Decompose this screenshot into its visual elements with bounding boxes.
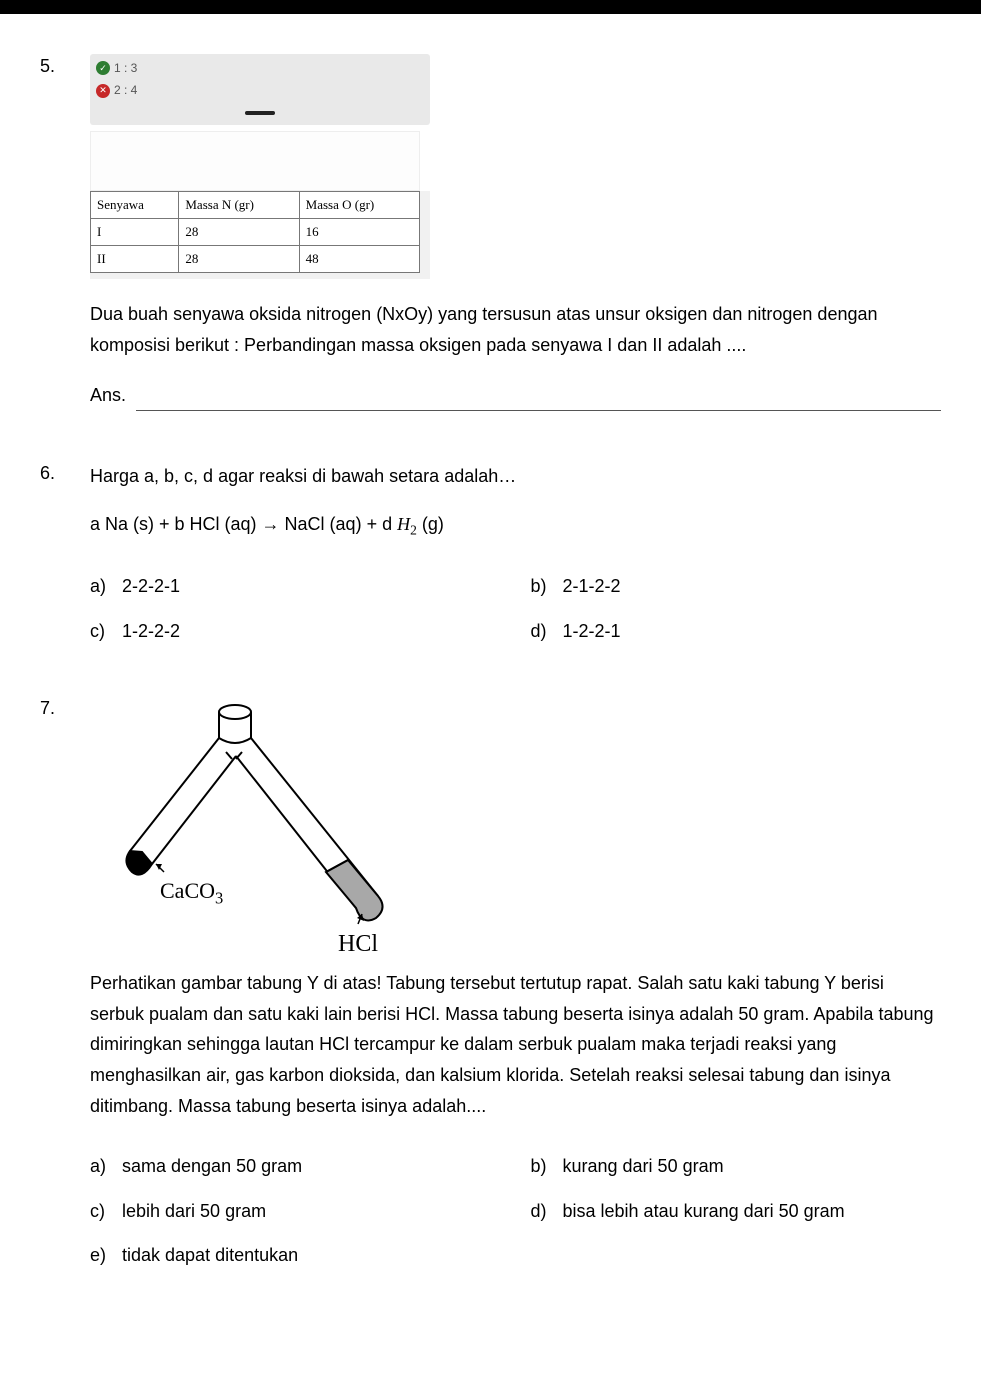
col-header: Senyawa — [91, 191, 179, 218]
option-letter: d) — [531, 616, 553, 647]
question-number: 5. — [40, 54, 90, 411]
cell: II — [91, 245, 179, 272]
option-text: kurang dari 50 gram — [563, 1151, 724, 1182]
table-row: II 28 48 — [91, 245, 420, 272]
option-c[interactable]: c) lebih dari 50 gram — [90, 1196, 501, 1227]
data-table-container: Senyawa Massa N (gr) Massa O (gr) I 28 1… — [90, 191, 430, 279]
table-header-row: Senyawa Massa N (gr) Massa O (gr) — [91, 191, 420, 218]
equation-h2-sub: 2 — [410, 523, 417, 538]
question-5: 5. ✓ 1 : 3 ✕ 2 : 4 — [40, 54, 941, 411]
options-grid: a) 2-2-2-1 b) 2-1-2-2 c) 1-2-2-2 d) 1-2-… — [90, 571, 941, 646]
answer-label: Ans. — [90, 380, 126, 411]
option-a[interactable]: a) sama dengan 50 gram — [90, 1151, 501, 1182]
option-text: 2-1-2-2 — [563, 571, 621, 602]
question-body: CaCO3 HCl Perhatikan gambar tabung Y di … — [90, 696, 941, 1271]
answer-pill-wrong: ✕ 2 : 4 — [96, 80, 416, 100]
question-text: Perhatikan gambar tabung Y di atas! Tabu… — [90, 968, 941, 1121]
col-header: Massa O (gr) — [299, 191, 419, 218]
top-black-bar — [0, 0, 981, 14]
y-tube-diagram: CaCO3 HCl — [90, 696, 410, 956]
y-tube-svg — [90, 696, 410, 956]
cell: 28 — [179, 218, 299, 245]
option-text: 1-2-2-2 — [122, 616, 180, 647]
label-caco3-text: CaCO — [160, 878, 215, 903]
answer-blank-line[interactable] — [136, 386, 941, 411]
option-text: lebih dari 50 gram — [122, 1196, 266, 1227]
options-grid: a) sama dengan 50 gram b) kurang dari 50… — [90, 1151, 941, 1271]
page-content: 5. ✓ 1 : 3 ✕ 2 : 4 — [0, 14, 981, 1351]
previous-answer-box: ✓ 1 : 3 ✕ 2 : 4 — [90, 54, 430, 125]
question-6: 6. Harga a, b, c, d agar reaksi di bawah… — [40, 461, 941, 646]
option-d[interactable]: d) bisa lebih atau kurang dari 50 gram — [531, 1196, 942, 1227]
option-letter: b) — [531, 571, 553, 602]
option-letter: e) — [90, 1240, 112, 1271]
option-text: tidak dapat ditentukan — [122, 1240, 298, 1271]
option-text: bisa lebih atau kurang dari 50 gram — [563, 1196, 845, 1227]
blank-panel — [90, 131, 420, 191]
cell: 28 — [179, 245, 299, 272]
table-row: I 28 16 — [91, 218, 420, 245]
pill-text: 2 : 4 — [114, 80, 137, 100]
question-number: 7. — [40, 696, 90, 1271]
label-caco3: CaCO3 — [160, 872, 223, 912]
label-caco3-sub: 3 — [215, 889, 223, 908]
answer-row: Ans. — [90, 380, 941, 411]
drag-handle-icon — [245, 111, 275, 115]
option-a[interactable]: a) 2-2-2-1 — [90, 571, 501, 602]
pill-text: 1 : 3 — [114, 58, 137, 78]
cross-icon: ✕ — [96, 84, 110, 98]
answer-pill-correct: ✓ 1 : 3 — [96, 58, 416, 78]
option-text: 1-2-2-1 — [563, 616, 621, 647]
option-letter: c) — [90, 616, 112, 647]
option-letter: d) — [531, 1196, 553, 1227]
option-b[interactable]: b) 2-1-2-2 — [531, 571, 942, 602]
check-icon: ✓ — [96, 61, 110, 75]
col-header: Massa N (gr) — [179, 191, 299, 218]
equation-pre: a Na (s) + b HCl (aq) → NaCl (aq) + d — [90, 514, 397, 534]
option-b[interactable]: b) kurang dari 50 gram — [531, 1151, 942, 1182]
option-letter: b) — [531, 1151, 553, 1182]
option-letter: c) — [90, 1196, 112, 1227]
option-e[interactable]: e) tidak dapat ditentukan — [90, 1240, 501, 1271]
label-hcl: HCl — [338, 924, 378, 965]
chemical-equation: a Na (s) + b HCl (aq) → NaCl (aq) + d H2… — [90, 509, 941, 543]
option-text: sama dengan 50 gram — [122, 1151, 302, 1182]
question-prompt: Harga a, b, c, d agar reaksi di bawah se… — [90, 461, 941, 492]
question-body: Harga a, b, c, d agar reaksi di bawah se… — [90, 461, 941, 646]
cell: I — [91, 218, 179, 245]
question-number: 6. — [40, 461, 90, 646]
compound-mass-table: Senyawa Massa N (gr) Massa O (gr) I 28 1… — [90, 191, 420, 273]
equation-h2: H — [397, 514, 410, 534]
question-body: ✓ 1 : 3 ✕ 2 : 4 Senyawa Massa N (gr) — [90, 54, 941, 411]
option-c[interactable]: c) 1-2-2-2 — [90, 616, 501, 647]
option-text: 2-2-2-1 — [122, 571, 180, 602]
option-letter: a) — [90, 571, 112, 602]
question-7: 7. — [40, 696, 941, 1271]
question-text: Dua buah senyawa oksida nitrogen (NxOy) … — [90, 299, 941, 360]
equation-post: (g) — [417, 514, 444, 534]
option-letter: a) — [90, 1151, 112, 1182]
option-d[interactable]: d) 1-2-2-1 — [531, 616, 942, 647]
cell: 48 — [299, 245, 419, 272]
cell: 16 — [299, 218, 419, 245]
